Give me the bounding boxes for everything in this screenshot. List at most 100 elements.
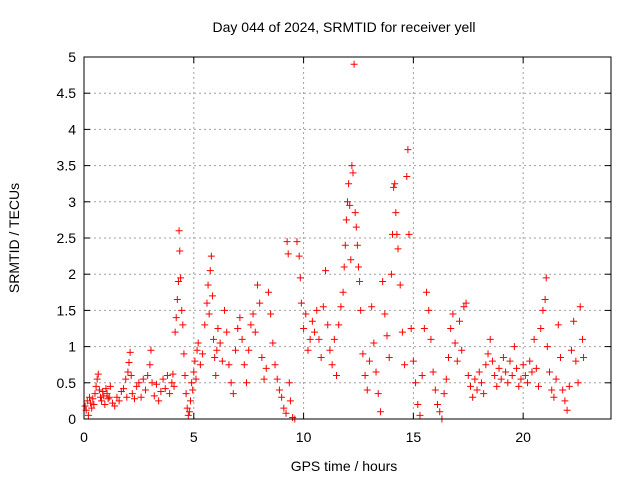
data-point [440, 390, 448, 398]
data-point [342, 216, 350, 224]
data-point [401, 361, 409, 369]
data-point [517, 375, 525, 383]
data-point [179, 321, 187, 329]
data-point [451, 339, 459, 347]
data-point [578, 335, 586, 343]
data-point [174, 277, 182, 285]
data-point [337, 303, 345, 311]
plot-frame [83, 56, 612, 420]
data-point [267, 310, 275, 318]
data-point [159, 375, 167, 383]
data-point [300, 325, 308, 332]
data-point [519, 361, 527, 369]
data-point [148, 379, 156, 387]
data-point [431, 386, 439, 394]
data-point [286, 397, 294, 405]
data-point [351, 209, 359, 217]
data-point [111, 402, 119, 410]
data-point [189, 386, 197, 394]
data-point [348, 162, 356, 170]
data-point [445, 353, 453, 361]
data-point [297, 299, 305, 307]
data-point [353, 241, 361, 249]
data-point [324, 321, 332, 329]
data-point [412, 379, 420, 387]
data-point [357, 306, 365, 314]
data-point [256, 299, 264, 307]
data-point [403, 172, 411, 180]
data-point [96, 393, 104, 401]
grid-lines [84, 57, 611, 419]
data-point [493, 382, 501, 390]
data-point [387, 270, 395, 278]
data-point [163, 372, 171, 380]
data-point [229, 390, 237, 398]
data-point [311, 328, 319, 336]
data-point [554, 321, 562, 329]
data-point [352, 223, 360, 231]
data-point [95, 386, 103, 394]
data-point [102, 385, 110, 393]
data-point [150, 392, 158, 400]
data-point [453, 357, 461, 365]
y-tick-label: 0.5 [57, 375, 77, 391]
data-point [346, 201, 354, 209]
data-point [475, 368, 483, 376]
data-point [565, 382, 573, 390]
data-point [488, 357, 496, 365]
data-point [556, 353, 564, 361]
data-point [420, 325, 428, 332]
data-point [396, 281, 404, 289]
data-point [126, 348, 134, 356]
data-point [295, 252, 303, 260]
data-point [340, 263, 348, 271]
data-point [368, 303, 376, 311]
data-point [144, 372, 152, 380]
y-tick-label: 5 [68, 49, 76, 65]
data-point [469, 393, 477, 401]
data-point [98, 397, 106, 405]
data-point [188, 379, 196, 387]
data-point [169, 370, 177, 378]
data-point [339, 288, 347, 296]
data-point [504, 379, 512, 387]
data-point [245, 346, 253, 354]
data-point [106, 382, 114, 390]
data-point [115, 397, 123, 405]
data-point [208, 292, 216, 300]
data-point [92, 382, 100, 390]
y-tick-label: 1.5 [57, 302, 77, 318]
data-point [87, 399, 95, 407]
data-point [199, 350, 207, 358]
data-point [464, 372, 472, 380]
data-point [216, 339, 224, 347]
data-point [168, 379, 176, 387]
data-point [240, 361, 248, 369]
data-point [264, 288, 272, 296]
data-point [535, 382, 543, 390]
data-point [548, 386, 556, 394]
data-point [184, 411, 192, 419]
data-point [269, 339, 277, 347]
data-point [173, 296, 181, 304]
data-point [296, 274, 304, 282]
data-point [495, 364, 503, 372]
y-tick-label: 0 [68, 411, 76, 427]
data-point [344, 198, 351, 206]
data-point [194, 339, 202, 347]
data-point [249, 310, 257, 318]
x-tick-label: 0 [80, 429, 88, 445]
data-point [345, 180, 353, 188]
data-point [561, 397, 569, 405]
data-point [486, 335, 494, 343]
data-point [381, 310, 389, 318]
data-point [284, 250, 292, 258]
data-point [137, 393, 145, 401]
data-point [416, 411, 424, 419]
data-point [462, 299, 470, 307]
data-point [361, 372, 369, 380]
data-point [425, 306, 433, 314]
data-point [429, 368, 437, 376]
data-point [260, 375, 268, 383]
